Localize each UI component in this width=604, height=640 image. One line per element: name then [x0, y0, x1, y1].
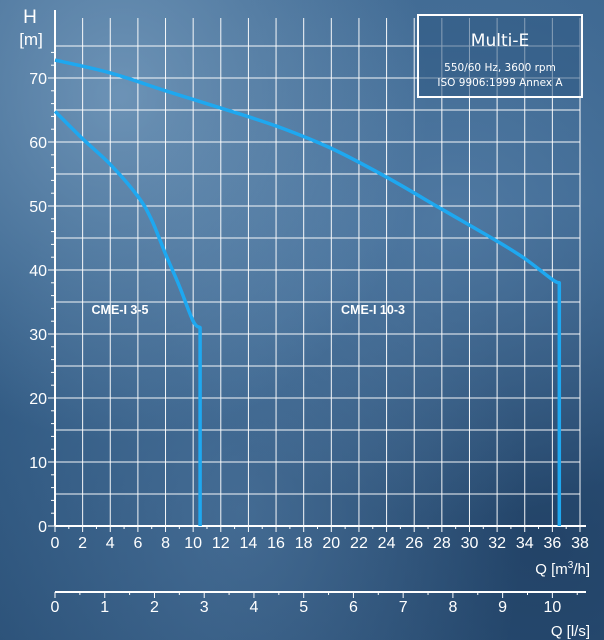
curve-label-cme-i-10-3: CME-I 10-3 [341, 303, 405, 317]
x-tick-label-ls: 0 [51, 599, 60, 616]
y-tick-label: 10 [29, 455, 47, 472]
x-tick-label-ls: 7 [399, 599, 408, 616]
y-tick-label: 30 [29, 327, 47, 344]
curve-cme-i-3-5 [53, 110, 202, 526]
x-tick-label: 0 [51, 535, 60, 552]
x-tick-label-ls: 8 [448, 599, 457, 616]
x-tick-label: 4 [106, 535, 115, 552]
x-tick-label: 36 [543, 535, 561, 552]
curve-cme-i-10-3 [54, 58, 562, 526]
y-tick-label: 70 [29, 71, 47, 88]
x-tick-label: 10 [184, 535, 202, 552]
x-tick-label: 6 [133, 535, 142, 552]
x-axis-label-ls: Q [l/s] [551, 623, 590, 640]
x-tick-label: 38 [571, 535, 589, 552]
x-tick-label-ls: 2 [150, 599, 159, 616]
x-tick-label: 32 [488, 535, 506, 552]
legend-line-1: 550/60 Hz, 3600 rpm [444, 62, 556, 74]
y-tick-label: 50 [29, 199, 47, 216]
x-tick-label: 28 [433, 535, 451, 552]
x-tick-label-ls: 6 [349, 599, 358, 616]
x-tick-label: 14 [240, 535, 258, 552]
x-tick-label-ls: 3 [200, 599, 209, 616]
x-tick-label-ls: 9 [498, 599, 507, 616]
x-tick-label-ls: 4 [249, 599, 258, 616]
x-tick-label-ls: 1 [100, 599, 109, 616]
x-tick-label: 8 [161, 535, 170, 552]
y-tick-label: 40 [29, 263, 47, 280]
x-tick-label: 34 [516, 535, 534, 552]
x-tick-label: 18 [295, 535, 313, 552]
y-axis-symbol: H [23, 7, 37, 28]
x-tick-label-ls: 10 [543, 599, 561, 616]
x-tick-label: 12 [212, 535, 230, 552]
legend-title: Multi-E [471, 31, 529, 51]
x-tick-label: 30 [461, 535, 479, 552]
legend-box-fill [418, 15, 582, 97]
x-tick-label: 16 [267, 535, 285, 552]
y-tick-label: 0 [38, 519, 47, 536]
x-tick-label-ls: 5 [299, 599, 308, 616]
x-tick-label: 26 [405, 535, 423, 552]
curve-label-cme-i-3-5: CME-I 3-5 [92, 303, 149, 317]
legend-line-2: ISO 9906:1999 Annex A [437, 77, 563, 89]
x-tick-label: 2 [78, 535, 87, 552]
x-tick-label: 24 [378, 535, 396, 552]
y-axis-unit: [m] [19, 30, 43, 49]
x-tick-label: 22 [350, 535, 368, 552]
legend-box [417, 14, 583, 98]
y-tick-label: 60 [29, 135, 47, 152]
y-tick-label: 20 [29, 391, 47, 408]
x-axis-label-m3h: Q [m3/h] [535, 560, 590, 578]
x-tick-label: 20 [322, 535, 340, 552]
